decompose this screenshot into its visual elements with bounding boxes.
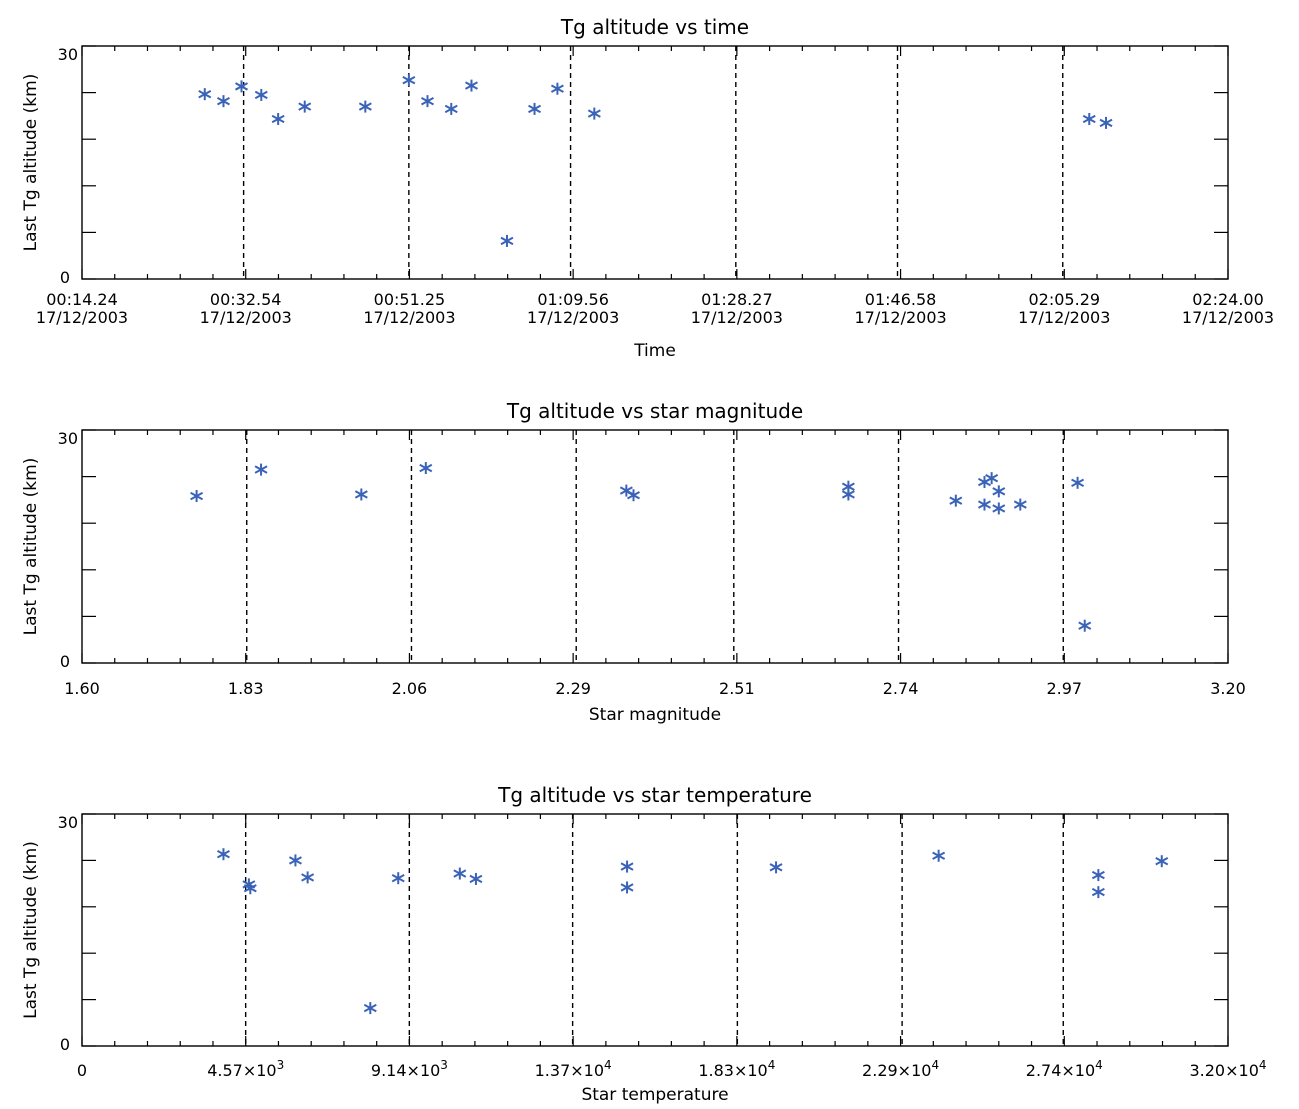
x-tick-label: 3.20 bbox=[1210, 679, 1246, 698]
chart-panel-3: Tg altitude vs star temperature 0 4.57×103… bbox=[21, 783, 1267, 1105]
data-point bbox=[419, 462, 433, 475]
x-tick-label: 4.57×103 bbox=[207, 1058, 284, 1080]
chart-title: Tg altitude vs time bbox=[560, 15, 749, 39]
data-point bbox=[254, 88, 268, 101]
x-tick-label: 2.74×104 bbox=[1026, 1058, 1103, 1080]
data-point bbox=[627, 489, 640, 502]
x-tick-label: 01:28.27 17/12/2003 bbox=[691, 290, 783, 327]
data-point bbox=[198, 88, 212, 101]
data-point bbox=[421, 95, 434, 108]
x-tick-label: 9.14×103 bbox=[371, 1058, 448, 1080]
x-axis-label: Star magnitude bbox=[589, 705, 721, 725]
data-point bbox=[977, 498, 991, 511]
y-tick-label: 0 bbox=[60, 268, 70, 287]
data-point bbox=[1155, 855, 1169, 868]
data-point bbox=[1091, 886, 1105, 899]
x-tick-label: 02:24.00 17/12/2003 bbox=[1182, 290, 1274, 327]
data-point bbox=[587, 107, 601, 120]
data-point bbox=[391, 872, 405, 885]
data-point bbox=[243, 882, 257, 895]
x-tick-label: 2.74 bbox=[883, 679, 919, 698]
x-tick-label: 01:46.58 17/12/2003 bbox=[854, 290, 946, 327]
data-point bbox=[1071, 476, 1085, 489]
y-tick-label: 30 bbox=[58, 429, 78, 448]
x-tick-label: 1.83 bbox=[228, 679, 264, 698]
x-tick-label: 00:14.24 17/12/2003 bbox=[36, 290, 128, 327]
data-point bbox=[402, 74, 416, 87]
data-point bbox=[841, 488, 855, 501]
x-axis-label: Star temperature bbox=[581, 1085, 728, 1105]
plot-frame bbox=[81, 429, 1229, 664]
x-axis-label: Time bbox=[633, 341, 676, 361]
chart-title: Tg altitude vs star magnitude bbox=[506, 399, 803, 423]
data-point bbox=[271, 113, 285, 126]
data-point bbox=[1091, 869, 1105, 882]
x-tick-label: 01:09.56 17/12/2003 bbox=[527, 290, 619, 327]
y-axis-label: Last Tg altitude (km) bbox=[21, 458, 41, 636]
data-point bbox=[363, 1002, 377, 1015]
data-point bbox=[358, 100, 372, 113]
data-point bbox=[217, 95, 230, 108]
y-tick-label: 0 bbox=[60, 1035, 70, 1054]
data-point bbox=[620, 860, 634, 873]
data-point bbox=[254, 463, 268, 476]
chart-title: Tg altitude vs star temperature bbox=[497, 783, 812, 807]
data-point bbox=[453, 867, 467, 880]
x-tick-label: 2.97 bbox=[1046, 679, 1082, 698]
x-tick-label: 00:32.54 17/12/2003 bbox=[200, 290, 292, 327]
data-point bbox=[992, 502, 1006, 515]
data-point bbox=[992, 485, 1006, 498]
x-tick-label: 2.29 bbox=[555, 679, 591, 698]
data-point bbox=[216, 848, 230, 861]
x-tick-label: 1.37×104 bbox=[535, 1058, 612, 1080]
x-tick-label: 02:05.29 17/12/2003 bbox=[1018, 290, 1110, 327]
data-point bbox=[298, 100, 312, 113]
data-point bbox=[354, 488, 368, 501]
x-tick-label: 1.83×104 bbox=[698, 1058, 775, 1080]
data-point bbox=[1013, 498, 1027, 511]
chart-panel-2: Tg altitude vs star magnitude 1.60 1.83 2.0… bbox=[21, 399, 1246, 725]
y-tick-label: 30 bbox=[58, 813, 78, 832]
data-point bbox=[932, 849, 946, 862]
y-axis-label: Last Tg altitude (km) bbox=[21, 74, 41, 252]
x-tick-label: 2.51 bbox=[719, 679, 755, 698]
data-point bbox=[444, 102, 458, 115]
x-tick-label: 1.60 bbox=[64, 679, 100, 698]
data-point bbox=[1082, 113, 1096, 126]
data-point bbox=[288, 854, 302, 867]
plot-frame bbox=[81, 813, 1229, 1047]
data-point bbox=[190, 490, 204, 503]
data-point bbox=[1078, 619, 1092, 632]
x-tick-label: 2.06 bbox=[392, 679, 428, 698]
data-point bbox=[769, 861, 783, 874]
data-point bbox=[469, 872, 483, 885]
data-point bbox=[528, 102, 542, 115]
x-tick-label: 00:51.25 17/12/2003 bbox=[363, 290, 455, 327]
data-point bbox=[619, 484, 633, 497]
x-tick-label: 3.20×104 bbox=[1189, 1058, 1266, 1080]
data-point bbox=[1099, 116, 1113, 129]
data-point bbox=[949, 494, 963, 507]
x-tick-label: 2.29×104 bbox=[862, 1058, 939, 1080]
chart-panel-1: Tg altitude vs time 00:14.24 17/12/2003 00:… bbox=[21, 15, 1274, 361]
data-point bbox=[620, 881, 634, 894]
data-point bbox=[977, 476, 991, 489]
data-point bbox=[550, 82, 564, 95]
y-tick-label: 0 bbox=[60, 652, 70, 671]
data-point bbox=[985, 472, 999, 485]
data-point bbox=[500, 234, 514, 247]
data-point bbox=[301, 871, 315, 884]
x-tick-label: 0 bbox=[77, 1061, 87, 1080]
y-axis-label: Last Tg altitude (km) bbox=[21, 841, 41, 1019]
y-tick-label: 30 bbox=[58, 45, 78, 64]
plot-frame bbox=[81, 45, 1229, 280]
data-point bbox=[235, 80, 248, 93]
data-point bbox=[464, 79, 478, 92]
